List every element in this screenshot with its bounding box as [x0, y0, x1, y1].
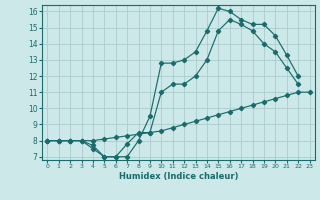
X-axis label: Humidex (Indice chaleur): Humidex (Indice chaleur) [119, 172, 238, 181]
